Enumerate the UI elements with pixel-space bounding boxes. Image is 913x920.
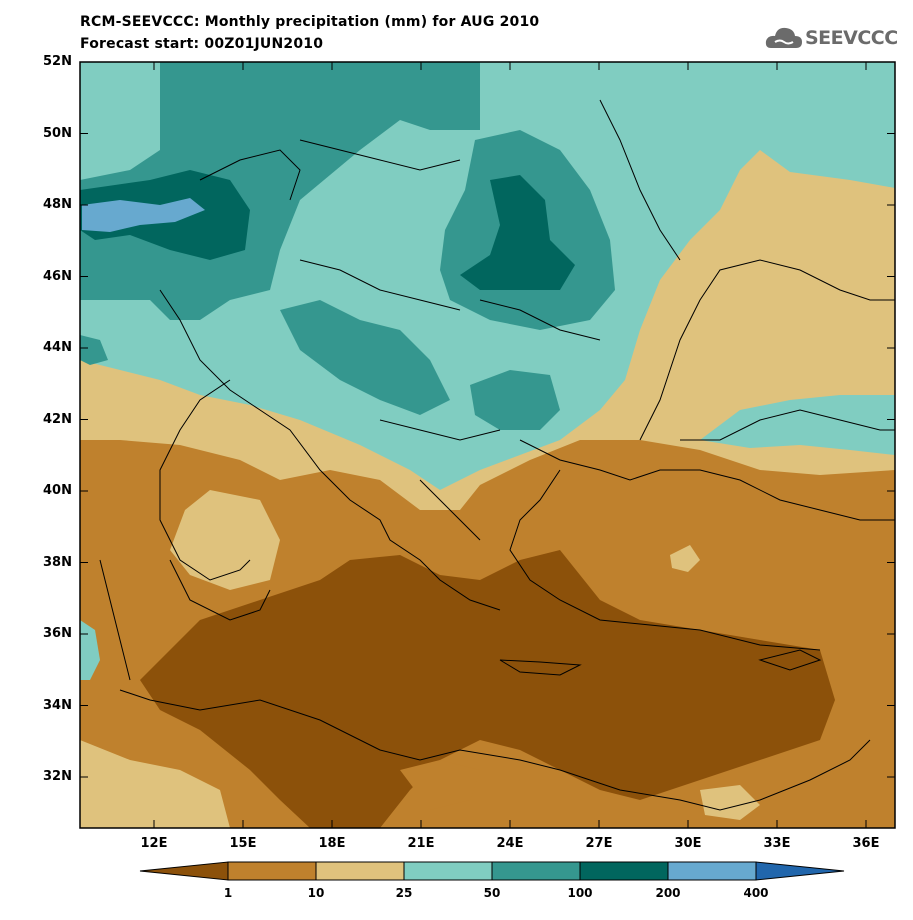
fill-25-50-east (700, 395, 895, 455)
lat-label: 50N (43, 125, 72, 141)
lon-label: 33E (763, 836, 791, 851)
cloud-icon (765, 27, 802, 48)
colorbar-segment (667, 861, 757, 881)
colorbar-level-label: 100 (567, 886, 593, 900)
colorbar-lower-arrow (139, 861, 229, 881)
colorbar-segment (227, 861, 317, 881)
colorbar-upper-arrow (755, 861, 845, 881)
lat-label: 38N (43, 554, 72, 570)
lat-label: 52N (43, 54, 72, 69)
fill-1-10-inset (400, 760, 480, 810)
lon-label: 24E (496, 836, 524, 851)
lat-label: 40N (43, 483, 72, 498)
fill-10-25-italy (170, 490, 280, 590)
lat-label: 44N (43, 340, 72, 355)
lat-label: 46N (43, 268, 72, 284)
fill-100-200-carpathian (460, 175, 575, 290)
fill-50-100-tunisia (80, 620, 100, 680)
lat-label: 34N (43, 697, 72, 713)
colorbar-level-label: 10 (307, 886, 325, 900)
map-frame (79, 61, 896, 829)
seevccc-logo: SEEVCCC (765, 22, 905, 58)
colorbar-segment (579, 861, 669, 881)
colorbar-level-label: 1 (223, 886, 233, 900)
lat-label: 48N (43, 197, 72, 212)
forecast-subtitle: Forecast start: 00Z01JUN2010 (80, 36, 324, 52)
lon-label: 21E (407, 836, 435, 851)
fill-50-100-north (80, 62, 480, 320)
colorbar-level-label: 50 (483, 886, 501, 900)
colorbar-level-label: 400 (743, 886, 769, 900)
lon-label: 36E (852, 836, 880, 851)
lat-label: 42N (43, 411, 72, 427)
fill-50-100-west (80, 335, 108, 365)
fill-50-100-balkan (280, 300, 450, 415)
lon-label: 18E (318, 836, 346, 851)
lon-label: 30E (674, 836, 702, 851)
lat-label: 32N (43, 769, 72, 784)
colorbar-level-label: 25 (395, 886, 413, 900)
lon-label: 15E (229, 836, 257, 851)
colorbar-segment (403, 861, 493, 881)
map-title: RCM-SEEVCCC: Monthly precipitation (mm) … (80, 14, 540, 30)
fill-200-400 (82, 198, 205, 232)
lon-label: 27E (585, 836, 613, 851)
colorbar-segment (315, 861, 405, 881)
fill-10-25-turkey (670, 545, 700, 572)
lat-label: 36N (43, 626, 72, 641)
colorbar-level-label: 200 (655, 886, 681, 900)
coastlines (99, 99, 895, 811)
logo-text: SEEVCCC (805, 27, 898, 49)
axis-ticks (80, 61, 895, 828)
fill-lt-1 (140, 550, 835, 828)
fill-10-25-cyprus (700, 785, 760, 820)
colorbar-segment (491, 861, 581, 881)
fill-10-25-libya (80, 740, 230, 828)
colorbar (139, 861, 845, 881)
lon-label: 12E (140, 836, 168, 851)
fill-50-100-bulgaria (470, 370, 560, 430)
